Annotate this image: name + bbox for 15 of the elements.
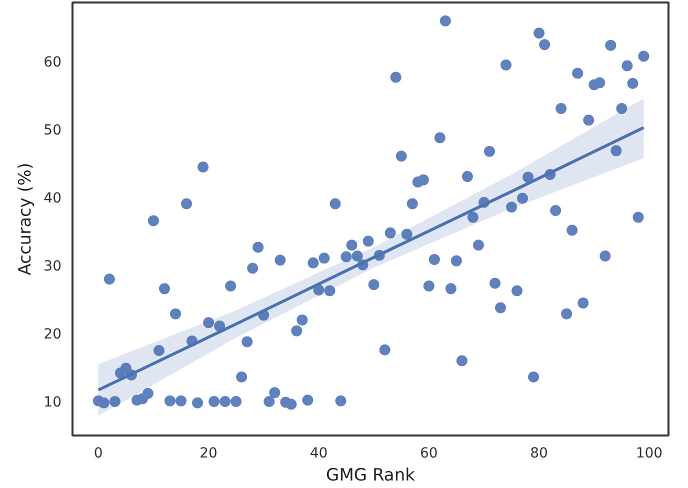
y-tick-label: 30 bbox=[44, 258, 62, 274]
x-tick-label: 100 bbox=[636, 446, 663, 462]
y-tick-label: 20 bbox=[44, 326, 62, 342]
y-axis-title: Accuracy (%) bbox=[16, 162, 36, 276]
y-tick-label: 60 bbox=[44, 54, 62, 70]
x-axis-title: GMG Rank bbox=[326, 466, 416, 486]
line-series bbox=[96, 126, 646, 392]
x-tick-label: 80 bbox=[530, 446, 548, 462]
y-tick-label: 10 bbox=[44, 394, 62, 410]
y-tick-label: 50 bbox=[44, 122, 62, 138]
x-tick-label: 40 bbox=[310, 446, 328, 462]
x-tick-label: 0 bbox=[94, 446, 103, 462]
x-tick-label: 20 bbox=[200, 446, 218, 462]
y-tick-label: 40 bbox=[44, 190, 62, 206]
x-tick-label: 60 bbox=[420, 446, 438, 462]
